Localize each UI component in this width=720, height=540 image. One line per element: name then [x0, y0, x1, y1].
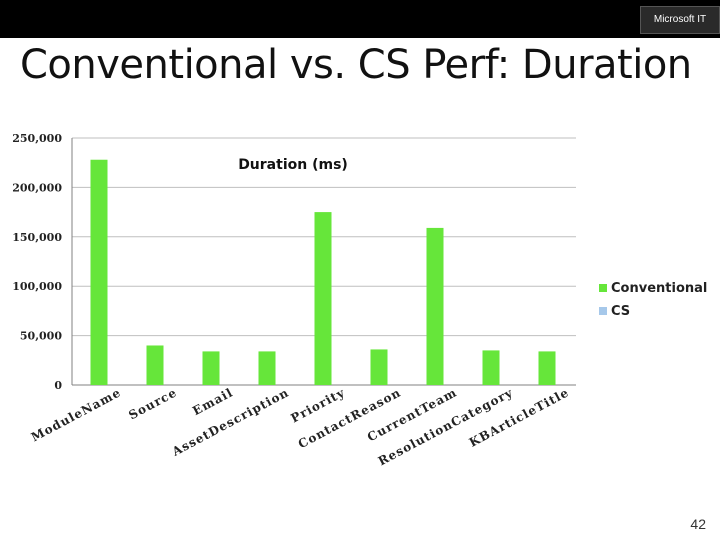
bar-conventional: [482, 350, 500, 385]
bar-conventional: [258, 351, 276, 385]
x-tick-label: ContactReason: [296, 385, 404, 451]
legend-swatch-cs: [599, 307, 607, 315]
bar-conventional: [426, 227, 444, 385]
legend-label-cs: CS: [611, 304, 630, 319]
x-tick-label: ModuleName: [29, 385, 124, 444]
y-tick-label: 0: [54, 379, 62, 392]
bar-conventional: [90, 159, 108, 385]
legend-label-conventional: Conventional: [611, 281, 707, 296]
legend-swatch-conventional: [599, 284, 607, 292]
y-tick-label: 200,000: [12, 181, 62, 194]
bar-conventional: [370, 349, 388, 385]
y-tick-label: 150,000: [12, 231, 62, 244]
duration-bar-chart: 0 50,000 100,000 150,000 200,000 250,000 Durat…: [12, 132, 707, 468]
x-tick-label: Source: [126, 385, 179, 422]
bar-conventional: [146, 345, 164, 385]
microsoft-it-logo: Microsoft IT: [640, 6, 720, 34]
page-number: 42: [690, 516, 706, 532]
y-tick-label: 100,000: [12, 280, 62, 293]
slide-title: Conventional vs. CS Perf: Duration: [20, 42, 692, 88]
bar-conventional: [538, 351, 556, 385]
bar-conventional: [314, 212, 332, 385]
bar-conventional: [202, 351, 220, 385]
x-tick-label: KBArticleTitle: [467, 385, 572, 449]
top-bar: Microsoft IT: [0, 0, 720, 38]
chart-title: Duration (ms): [238, 157, 348, 173]
y-tick-label: 250,000: [12, 132, 62, 145]
x-tick-label: Email: [190, 385, 235, 418]
y-tick-label: 50,000: [20, 330, 62, 343]
